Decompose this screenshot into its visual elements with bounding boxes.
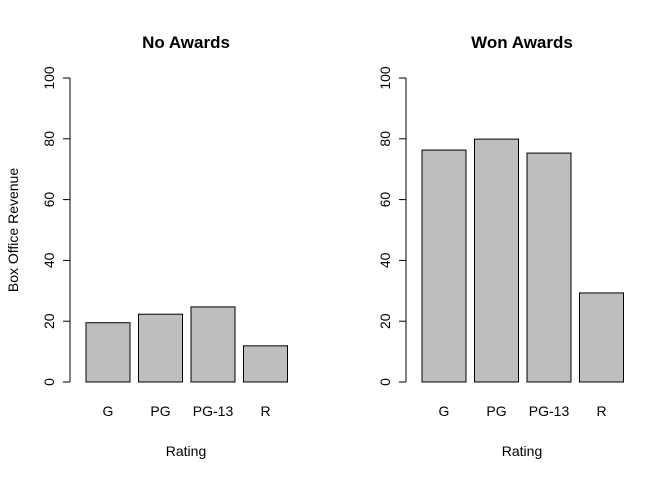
y-tick-label: 80 xyxy=(41,131,57,147)
x-tick-label: G xyxy=(439,403,450,419)
bar-g xyxy=(421,149,467,383)
x-tick-label: R xyxy=(260,403,270,419)
panel-no-awards: No Awards 0 20 40 60 80 100 G PG PG-13 R Rating xyxy=(41,33,288,459)
x-tick-label: G xyxy=(103,403,114,419)
y-tick-label: 0 xyxy=(377,378,393,386)
bar-r xyxy=(243,345,288,383)
bar-pg xyxy=(138,313,183,383)
x-tick-label: PG-13 xyxy=(529,403,570,419)
y-tick-label: 80 xyxy=(377,131,393,147)
x-tick-label: PG xyxy=(150,403,170,419)
y-tick-label: 60 xyxy=(377,192,393,208)
bar-pg xyxy=(474,138,519,383)
y-tick-label: 100 xyxy=(377,66,393,90)
x-tick-label: PG-13 xyxy=(193,403,234,419)
bar-pg-13 xyxy=(190,306,236,383)
x-axis-label: Rating xyxy=(502,443,542,459)
y-tick-label: 20 xyxy=(377,313,393,329)
bar-g xyxy=(85,322,131,383)
x-tick-label: R xyxy=(596,403,606,419)
x-tick-label: PG xyxy=(486,403,506,419)
x-axis-label: Rating xyxy=(166,443,206,459)
shared-y-axis-label: Box Office Revenue xyxy=(5,168,21,292)
y-tick-label: 40 xyxy=(377,252,393,268)
y-tick-label: 60 xyxy=(41,192,57,208)
panel-won-awards: Won Awards 0 20 40 60 80 100 G PG PG-13 R Rating xyxy=(377,33,624,459)
y-tick-label: 20 xyxy=(41,313,57,329)
y-tick-label: 40 xyxy=(41,252,57,268)
y-tick-label: 100 xyxy=(41,66,57,90)
panel-title: Won Awards xyxy=(471,33,573,52)
bar-r xyxy=(579,292,624,383)
y-tick-label: 0 xyxy=(41,378,57,386)
bar-pg-13 xyxy=(526,152,572,383)
panel-title: No Awards xyxy=(142,33,230,52)
